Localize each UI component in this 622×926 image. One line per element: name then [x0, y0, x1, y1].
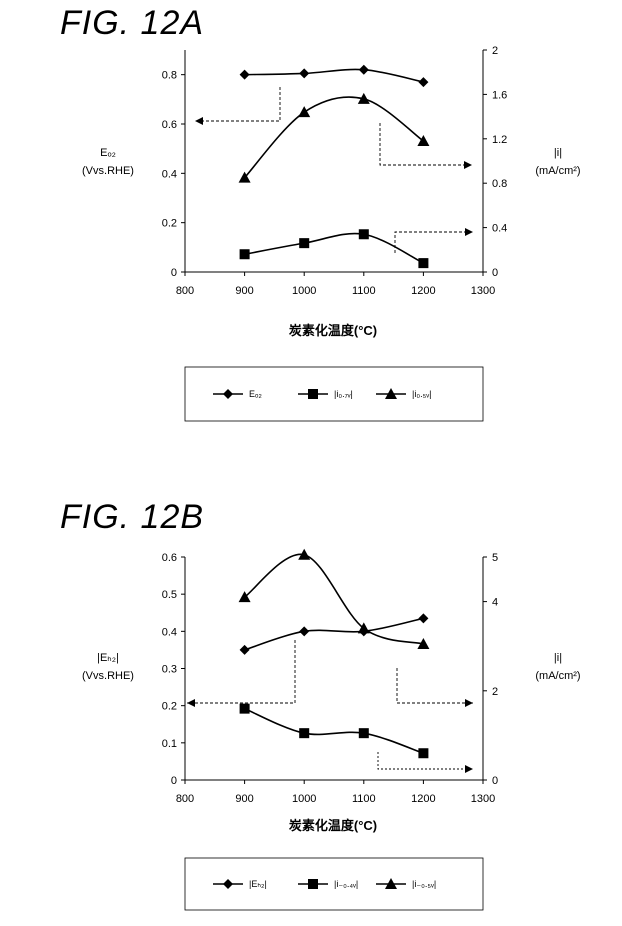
right-tick-label: 0.4 — [492, 223, 507, 235]
right-tick-label: 2 — [492, 686, 498, 698]
legend-label: |i₀.₇ᵥ| — [334, 389, 353, 399]
square-point — [359, 229, 369, 239]
legend-diamond-icon — [223, 389, 233, 399]
diamond-point — [418, 77, 428, 87]
diamond-point — [299, 626, 309, 636]
square-point — [299, 238, 309, 248]
right-tick-label: 4 — [492, 597, 498, 609]
diamond-point — [240, 645, 250, 655]
right-tick-label: 0 — [492, 267, 498, 279]
chart-0: FIG. 12A 800 900 1000 1100 1200 1300 0 0.2 0.4 0.6… — [60, 4, 581, 421]
x-tick-label: 900 — [235, 793, 253, 805]
left-axis-label: Eₒ₂ — [100, 147, 116, 159]
left-tick-label: 0.4 — [162, 168, 177, 180]
series-2 — [239, 93, 430, 183]
x-tick-label: 1200 — [411, 285, 435, 297]
x-tick-label: 1200 — [411, 793, 435, 805]
arrow-head — [187, 699, 195, 707]
series-2 — [239, 549, 430, 649]
x-tick-label: 1300 — [471, 285, 495, 297]
legend-label: Eₒ₂ — [249, 389, 262, 399]
square-point — [240, 704, 250, 714]
x-tick-label: 1100 — [352, 793, 376, 805]
right-tick-label: 0.8 — [492, 178, 507, 190]
square-point — [240, 249, 250, 259]
left-tick-label: 0.3 — [162, 664, 177, 676]
triangle-point — [298, 106, 310, 117]
series-1 — [240, 229, 429, 268]
legend-label: |i₋₀.₅ᵥ| — [412, 879, 436, 889]
x-tick-label: 800 — [176, 285, 194, 297]
diamond-point — [418, 613, 428, 623]
figure-label: FIG. 12A — [60, 4, 204, 42]
right-tick-label: 1.2 — [492, 134, 507, 146]
square-point — [418, 748, 428, 758]
series-line — [245, 69, 424, 82]
left-tick-label: 0.1 — [162, 738, 177, 750]
series-0 — [240, 613, 429, 655]
legend-label: |i₀.₅ᵥ| — [412, 389, 431, 399]
x-axis-label: 炭素化温度(°C) — [289, 323, 377, 338]
axis-pointer-line — [195, 87, 280, 121]
arrow-head — [464, 161, 472, 169]
x-tick-label: 800 — [176, 793, 194, 805]
chart-1: FIG. 12B 800 900 1000 1100 1200 1300 0 0.1 0.2 0.3… — [60, 498, 581, 910]
left-tick-label: 0.6 — [162, 552, 177, 564]
right-axis-label: |i| — [554, 147, 562, 159]
arrow-head — [465, 699, 473, 707]
square-point — [418, 258, 428, 268]
legend-label: |Eₕ₂| — [249, 879, 267, 889]
series-line — [245, 234, 424, 264]
series-0 — [240, 65, 429, 87]
series-1 — [240, 704, 429, 759]
series-line — [245, 618, 424, 650]
left-axis-unit: (Vvs.RHE) — [82, 670, 134, 682]
right-tick-label: 1.6 — [492, 89, 507, 101]
series-line — [245, 97, 424, 178]
left-tick-label: 0.5 — [162, 589, 177, 601]
legend-label: |i₋₀.₄ᵥ| — [334, 879, 358, 889]
right-axis-unit: (mA/cm²) — [535, 670, 580, 682]
axis-pointer-line — [395, 232, 473, 253]
legend-diamond-icon — [223, 879, 233, 889]
x-tick-label: 1300 — [471, 793, 495, 805]
left-tick-label: 0.2 — [162, 218, 177, 230]
square-point — [299, 728, 309, 738]
left-axis-unit: (Vvs.RHE) — [82, 165, 134, 177]
legend-square-icon — [308, 879, 318, 889]
right-axis-label: |i| — [554, 652, 562, 664]
right-tick-label: 5 — [492, 552, 498, 564]
square-point — [359, 728, 369, 738]
legend-square-icon — [308, 389, 318, 399]
figure-label: FIG. 12B — [60, 498, 204, 536]
right-tick-label: 0 — [492, 775, 498, 787]
left-axis-label: |Eₕ₂| — [97, 652, 119, 664]
left-tick-label: 0.4 — [162, 626, 177, 638]
arrow-head — [465, 765, 473, 773]
x-tick-label: 900 — [235, 285, 253, 297]
diamond-point — [359, 65, 369, 75]
x-tick-label: 1000 — [292, 285, 316, 297]
left-tick-label: 0.8 — [162, 70, 177, 82]
x-axis-label: 炭素化温度(°C) — [289, 818, 377, 833]
right-axis-unit: (mA/cm²) — [535, 165, 580, 177]
arrow-head — [465, 228, 473, 236]
arrow-head — [195, 117, 203, 125]
diamond-point — [299, 68, 309, 78]
left-tick-label: 0 — [171, 775, 177, 787]
axis-pointer-line — [397, 668, 473, 703]
left-tick-label: 0.6 — [162, 119, 177, 131]
x-tick-label: 1100 — [352, 285, 376, 297]
x-tick-label: 1000 — [292, 793, 316, 805]
right-tick-label: 2 — [492, 45, 498, 57]
left-tick-label: 0 — [171, 267, 177, 279]
diamond-point — [240, 70, 250, 80]
series-line — [245, 709, 424, 754]
left-tick-label: 0.2 — [162, 701, 177, 713]
